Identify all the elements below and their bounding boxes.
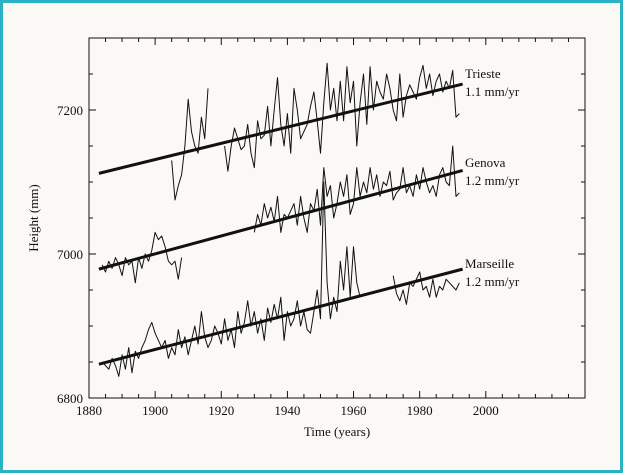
series-labels: Trieste 1.1 mm/yr Genova 1.2 mm/yr Marseille… — [465, 66, 520, 289]
trieste-name-label: Trieste — [465, 66, 501, 81]
y-tick-label: 7200 — [57, 103, 83, 118]
x-tick-label: 1880 — [76, 403, 102, 418]
axis-ticks: 1880 1900 1920 1940 1960 1980 2000 6800 7000 7200 — [57, 37, 586, 418]
trieste-series-line — [171, 88, 209, 201]
x-tick-label: 2000 — [473, 403, 499, 418]
marseille-series-line — [392, 271, 460, 305]
marseille-name-label: Marseille — [465, 256, 514, 271]
y-tick-label: 7000 — [57, 247, 83, 262]
marseille-rate-label: 1.2 mm/yr — [465, 274, 520, 289]
genova-series-line — [253, 145, 460, 233]
x-tick-label: 1900 — [142, 403, 168, 418]
x-tick-label: 1960 — [341, 403, 367, 418]
x-tick-label: 1940 — [274, 403, 300, 418]
genova-name-label: Genova — [465, 155, 506, 170]
trieste-series-line — [224, 62, 460, 172]
y-tick-label: 6800 — [57, 391, 83, 406]
x-axis-label: Time (years) — [304, 424, 370, 439]
genova-rate-label: 1.2 mm/yr — [465, 173, 520, 188]
trieste-trend-line — [98, 82, 464, 175]
marseille-trend-line — [98, 267, 464, 366]
x-tick-label: 1980 — [407, 403, 433, 418]
genova-trend-line — [98, 169, 464, 271]
series-group — [98, 62, 464, 377]
genova-series-line — [101, 231, 183, 284]
x-tick-label: 1920 — [208, 403, 234, 418]
trieste-rate-label: 1.1 mm/yr — [465, 84, 520, 99]
y-axis-label: Height (mm) — [26, 184, 41, 252]
